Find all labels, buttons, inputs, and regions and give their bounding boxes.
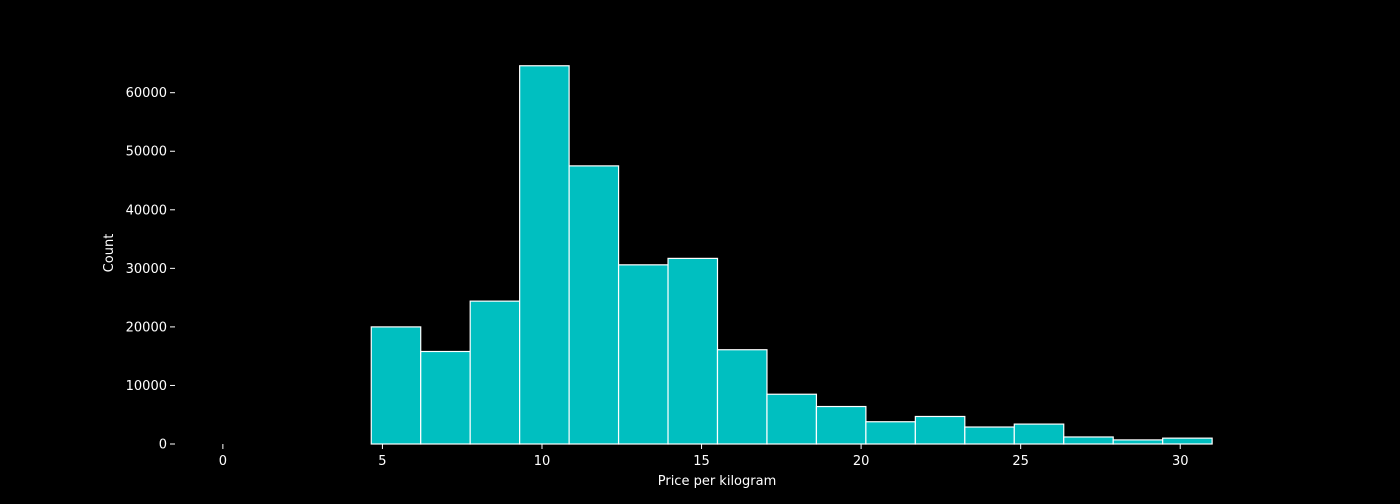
y-tick-label: 30000 <box>126 262 167 277</box>
histogram-bar <box>1112 439 1164 445</box>
y-tick-label: 60000 <box>126 86 167 101</box>
x-tick-label: 0 <box>219 454 227 469</box>
histogram-bar <box>964 426 1015 445</box>
y-tick-label: 40000 <box>126 203 167 218</box>
histogram-bar <box>914 415 966 445</box>
histogram-bar <box>865 421 916 445</box>
histogram-bar <box>469 300 521 445</box>
x-axis-label: Price per kilogram <box>658 474 777 489</box>
x-tick-label: 5 <box>378 454 386 469</box>
histogram-bar <box>1162 437 1213 445</box>
histogram-bar <box>1063 436 1114 445</box>
x-tick-label: 20 <box>853 454 870 469</box>
histogram-bar <box>716 349 768 445</box>
histogram-bar <box>420 350 471 445</box>
y-axis: 0 10000 20000 30000 40000 50000 60000 <box>126 86 175 453</box>
histogram-bar <box>815 405 867 445</box>
histogram-bar <box>1013 423 1065 445</box>
y-tick-label: 0 <box>159 438 167 453</box>
x-tick-label: 30 <box>1172 454 1189 469</box>
y-tick-label: 10000 <box>126 379 167 394</box>
x-tick-label: 10 <box>534 454 551 469</box>
histogram-bar <box>766 393 818 445</box>
histogram-bar <box>519 65 570 445</box>
x-axis: 0 5 10 15 20 25 30 <box>219 444 1189 469</box>
histogram-bar <box>568 165 620 445</box>
x-tick-label: 15 <box>693 454 710 469</box>
x-tick-label: 25 <box>1012 454 1029 469</box>
histogram-bar <box>617 264 669 445</box>
bars-group <box>370 65 1213 445</box>
histogram-bar <box>370 326 422 445</box>
histogram-bar <box>667 257 719 445</box>
y-tick-label: 50000 <box>126 145 167 160</box>
y-axis-label: Count <box>102 234 117 273</box>
y-tick-label: 20000 <box>126 320 167 335</box>
